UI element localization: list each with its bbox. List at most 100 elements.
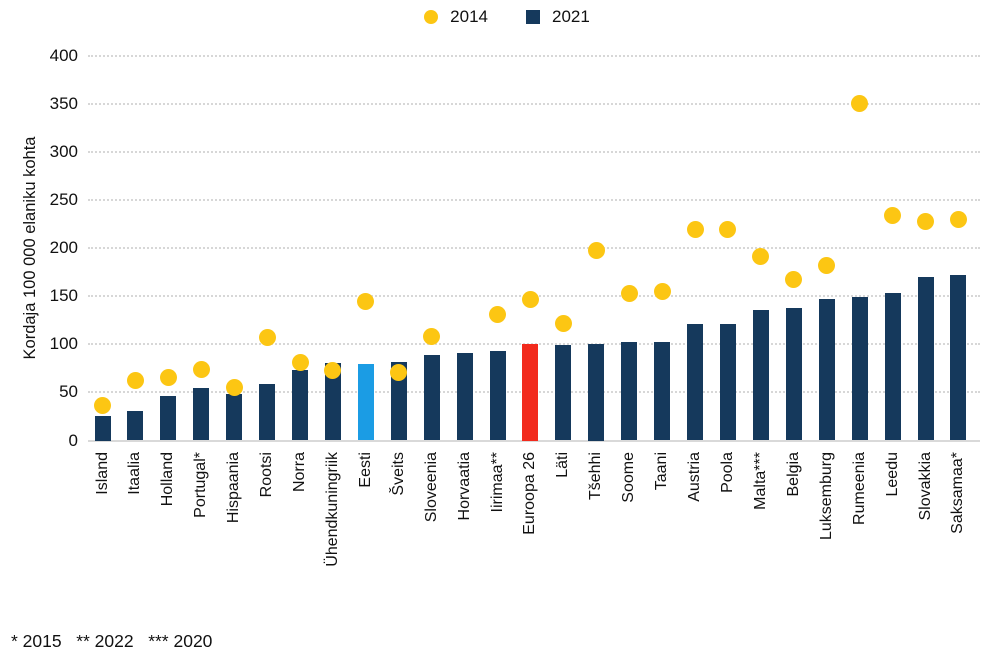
x-axis-label: Saksamaa* <box>949 452 967 534</box>
dot-2014-saksamaa- <box>949 210 967 228</box>
x-axis-label: Soome <box>620 452 638 503</box>
dot-2014-t-ehhi <box>587 241 605 259</box>
x-axis-label: Rootsi <box>258 452 276 498</box>
gridline <box>88 151 980 154</box>
bar-2021-malta- <box>752 309 769 441</box>
bar-2021-rumeenia <box>851 297 868 441</box>
legend-label-2021: 2021 <box>552 7 590 26</box>
x-axis-label: Belgia <box>784 452 802 497</box>
y-tick-label: 400 <box>49 46 78 65</box>
x-axis-label: Slovakkia <box>916 452 934 521</box>
bar-2021--veits <box>390 361 407 441</box>
dot-2014-euroopa-26 <box>521 290 539 308</box>
y-tick-label: 50 <box>59 382 78 402</box>
bar-2021-iirimaa- <box>489 351 506 441</box>
x-axis-label: Sloveenia <box>422 452 440 523</box>
y-tick-label: 200 <box>49 238 78 258</box>
legend-circle-marker-icon <box>424 10 439 24</box>
bar-2021-saksamaa- <box>950 275 967 441</box>
y-tick-label: 350 <box>49 94 78 114</box>
bar-2021--hendkuningriik <box>324 362 341 441</box>
dot-2014--veits <box>390 363 408 381</box>
gridline <box>88 103 980 106</box>
bar-2021-soome <box>621 342 638 441</box>
y-tick-label: 150 <box>49 286 78 306</box>
x-axis-label: Holland <box>159 452 177 507</box>
dot-2014-belgia <box>785 271 803 289</box>
dot-2014-l-ti <box>554 314 572 332</box>
x-axis-label: Norra <box>291 452 309 493</box>
bar-2021-sloveenia <box>423 354 440 441</box>
x-axis-label: Eesti <box>356 452 374 488</box>
bar-2021-belgia <box>785 307 802 441</box>
bar-2021-poola <box>719 324 736 441</box>
bar-2021-leedu <box>884 293 901 441</box>
dot-2014-soome <box>620 284 638 302</box>
x-axis-line <box>88 439 980 442</box>
x-axis-label: Šveits <box>389 452 407 496</box>
x-axis-label: Malta*** <box>751 452 769 510</box>
y-tick-label: 0 <box>68 430 78 450</box>
legend-item-2021: 2021 <box>526 7 590 27</box>
bar-2021-eesti <box>357 363 374 441</box>
bar-2021-island <box>94 416 111 441</box>
dot-2014-malta- <box>752 248 770 266</box>
x-axis-label: Hispaania <box>225 452 243 524</box>
dot-2014-iirimaa- <box>489 306 507 324</box>
bar-2021-itaalia <box>127 410 144 441</box>
bar-2021-euroopa-26 <box>522 344 539 441</box>
chart-legend: 2014 2021 <box>12 7 990 27</box>
legend-item-2014: 2014 <box>424 7 488 27</box>
x-axis-label: Rumeenia <box>850 452 868 525</box>
bar-2021-hispaania <box>226 394 243 441</box>
y-tick-label: 250 <box>49 190 78 210</box>
bar-2021-portugal- <box>193 387 210 441</box>
x-axis-label: Tšehhi <box>587 452 605 501</box>
dot-2014-slovakkia <box>917 212 934 230</box>
bar-2021-t-ehhi <box>588 344 605 441</box>
dot-2014-sloveenia <box>423 328 441 346</box>
dot-2014-island <box>94 397 111 415</box>
dot-2014-eesti <box>357 292 375 310</box>
dot-2014-rumeenia <box>851 94 869 112</box>
x-axis-label: Leedu <box>883 452 901 497</box>
dot-2014-hispaania <box>225 379 243 397</box>
bar-2021-taani <box>654 342 671 441</box>
dot-2014-luksemburg <box>818 257 836 275</box>
dot-2014-taani <box>653 283 671 300</box>
x-axis-label: Luksemburg <box>817 452 835 541</box>
bar-2021-norra <box>292 370 309 441</box>
bar-2021-horvaatia <box>456 353 473 441</box>
bar-2021-slovakkia <box>917 277 934 441</box>
bar-2021-luksemburg <box>818 299 835 441</box>
x-axis-label: Läti <box>554 452 572 478</box>
bar-2021-l-ti <box>555 345 572 441</box>
bar-2021-austria <box>687 324 704 441</box>
legend-square-marker-icon <box>526 10 540 24</box>
dot-2014-leedu <box>884 207 902 225</box>
gridline <box>88 247 980 250</box>
dot-2014-portugal- <box>192 360 210 378</box>
x-axis-label: Euroopa 26 <box>521 452 539 535</box>
x-axis-label: Austria <box>686 452 704 502</box>
dot-2014--hendkuningriik <box>324 361 342 379</box>
y-tick-label: 100 <box>49 334 78 354</box>
y-tick-label: 300 <box>49 142 78 162</box>
dot-2014-itaalia <box>126 372 144 390</box>
x-axis-label: Horvaatia <box>455 452 473 521</box>
dot-2014-poola <box>719 220 737 238</box>
x-axis-label: Island <box>93 452 111 495</box>
dot-2014-norra <box>291 354 309 372</box>
x-axis-label: Taani <box>653 452 671 491</box>
x-axis-label: Itaalia <box>126 452 144 495</box>
x-axis-label: Poola <box>718 452 736 493</box>
dot-2014-holland <box>159 368 177 386</box>
x-axis-label: Portugal* <box>192 452 210 518</box>
gridline <box>88 199 980 202</box>
gridline <box>88 55 980 57</box>
dot-2014-rootsi <box>258 329 276 347</box>
dot-2014-austria <box>686 220 704 238</box>
bar-2021-rootsi <box>259 383 276 441</box>
x-axis-label: Ühendkuningriik <box>323 452 341 567</box>
